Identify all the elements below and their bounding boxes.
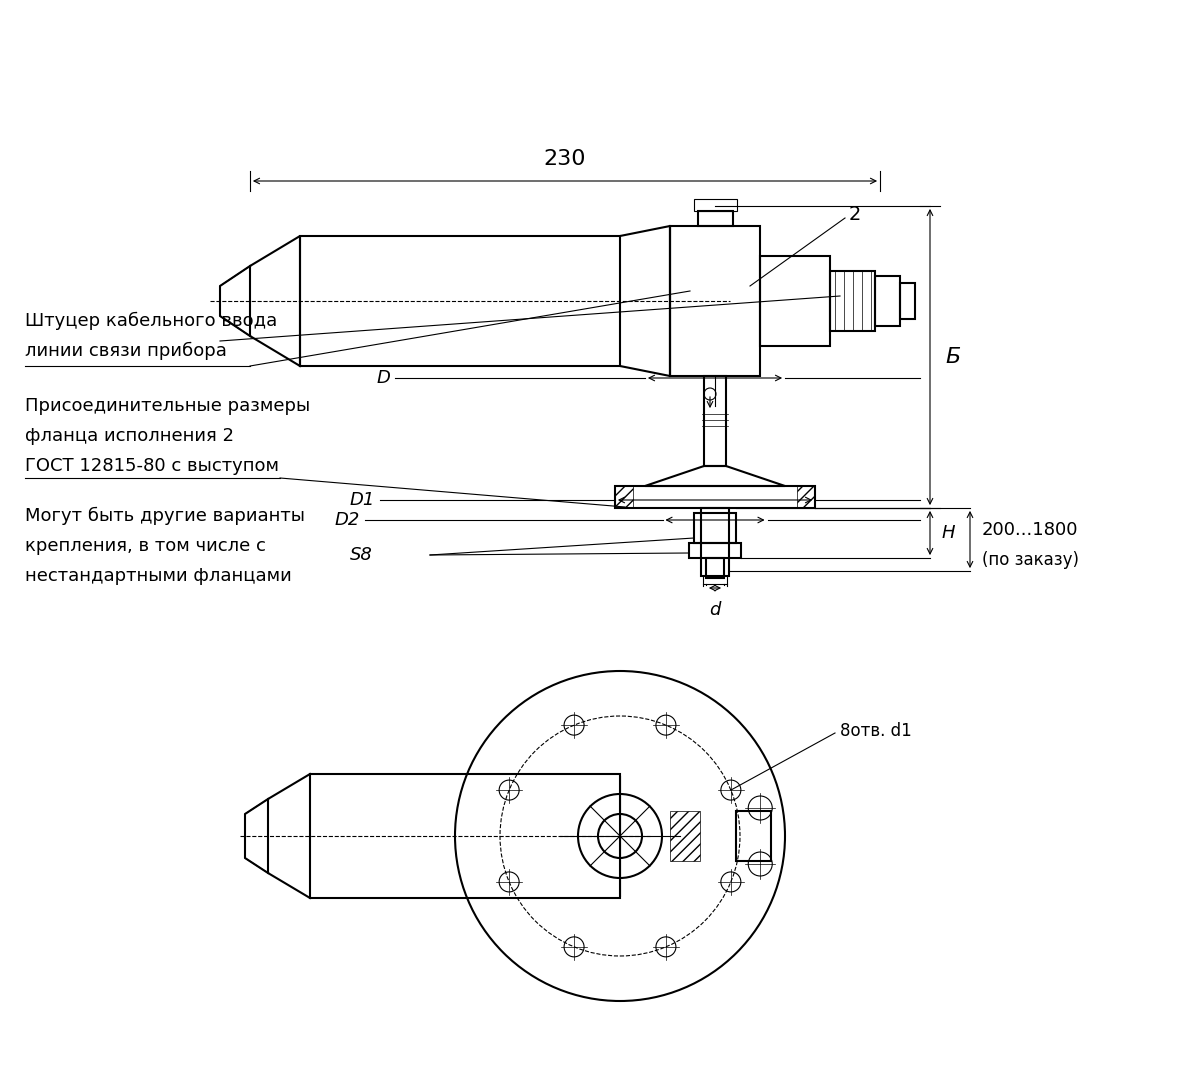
Bar [760,256,830,346]
Text: (по заказу): (по заказу) [982,551,1079,568]
Text: H: H [942,525,955,542]
Text: Штуцер кабельного ввода: Штуцер кабельного ввода [25,312,277,330]
Bar [900,283,916,319]
Text: фланца исполнения 2: фланца исполнения 2 [25,427,234,445]
Text: 200...1800: 200...1800 [982,520,1079,539]
Bar [616,487,634,508]
Text: 230: 230 [544,149,587,169]
Bar [706,558,724,578]
Bar [694,513,736,543]
Bar [300,236,620,366]
Text: D: D [376,369,390,387]
Bar [310,774,620,898]
Bar [670,226,760,376]
Text: D2: D2 [335,512,360,529]
Bar [697,211,732,226]
Text: нестандартными фланцами: нестандартными фланцами [25,567,292,585]
Text: d: d [709,601,721,619]
Bar [701,508,730,576]
Bar [704,376,726,466]
Text: 8отв. d1: 8отв. d1 [840,722,912,740]
Text: ГОСТ 12815-80 с выступом: ГОСТ 12815-80 с выступом [25,457,278,475]
Text: Присоединительные размеры: Присоединительные размеры [25,397,311,415]
Text: S8: S8 [350,546,373,564]
Text: Б: Б [946,348,960,367]
Text: 2: 2 [848,204,862,224]
Bar [689,543,742,558]
Text: линии связи прибора: линии связи прибора [25,342,227,361]
Bar [694,199,737,211]
Bar [875,276,900,326]
Text: Могут быть другие варианты: Могут быть другие варианты [25,507,305,526]
Text: D1: D1 [349,491,374,509]
Bar [670,811,700,861]
Bar [797,487,815,508]
Bar [736,811,770,861]
Bar [830,272,875,331]
Bar [616,487,815,508]
Text: крепления, в том числе с: крепления, в том числе с [25,536,266,555]
